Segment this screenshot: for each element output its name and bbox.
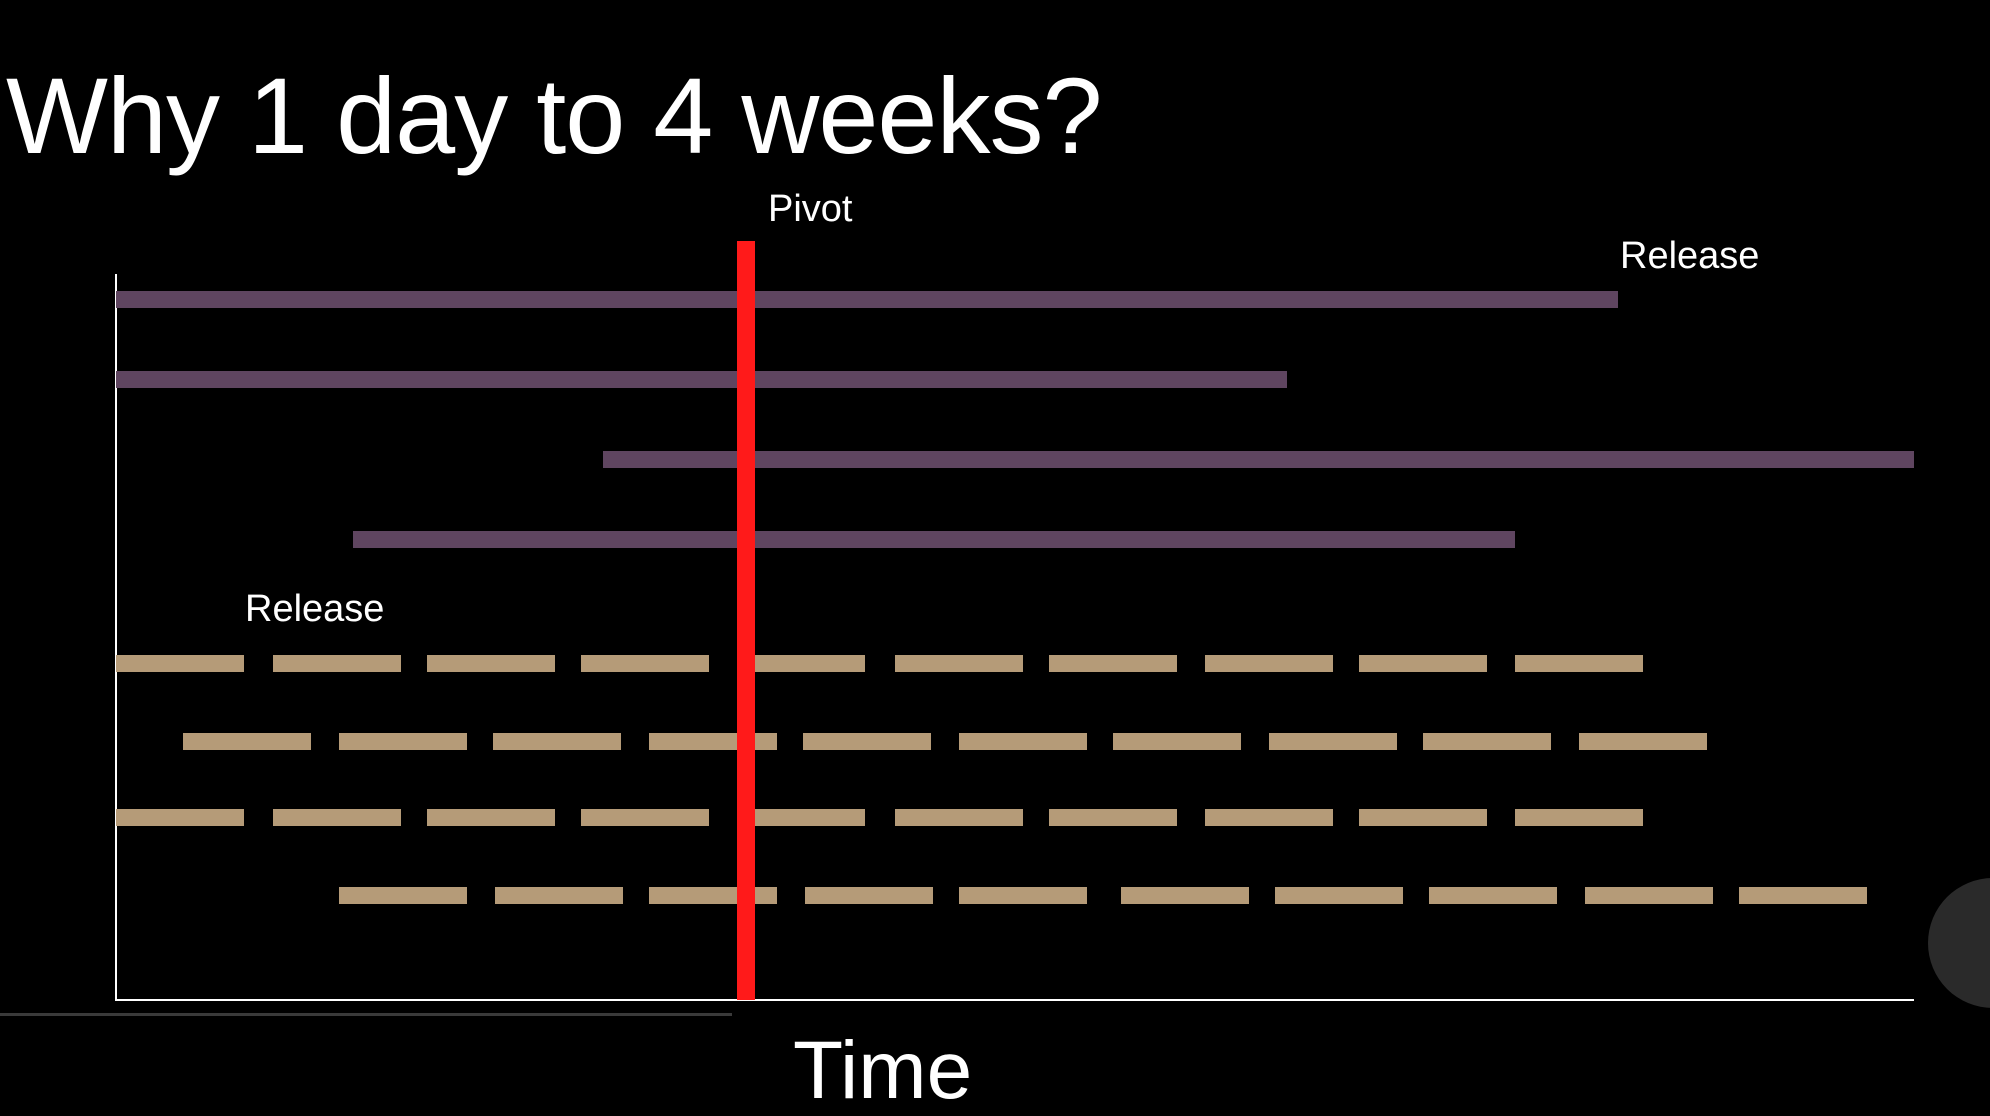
short-cycle-segment [427,655,555,672]
short-cycle-segment [805,887,933,904]
short-cycle-segment [581,809,709,826]
long-cycle-bar [603,451,1914,468]
short-cycle-row [116,655,1643,672]
short-cycle-segment [273,809,401,826]
release-label-short-cycle: Release [245,588,385,630]
short-cycle-segment [1739,887,1867,904]
short-cycle-segment [339,887,467,904]
short-cycle-segment [895,655,1023,672]
short-cycle-segment [1585,887,1713,904]
short-cycle-segment [1121,887,1249,904]
short-cycle-segment [895,809,1023,826]
x-axis-label: Time [793,1025,973,1116]
short-cycle-segment [1205,809,1333,826]
short-cycle-row [116,809,1643,826]
short-cycle-segment [427,809,555,826]
short-cycle-segment [116,809,244,826]
short-cycle-segment [1359,809,1487,826]
release-label-long-cycle: Release [1620,235,1760,277]
short-cycle-segment [1515,655,1643,672]
short-cycle-row [339,887,1867,904]
short-cycle-segment [581,655,709,672]
short-cycle-segment [1269,733,1397,750]
short-cycle-segment [1515,809,1643,826]
slide-progress-line [0,1013,732,1016]
slide-title: Why 1 day to 4 weeks? [6,55,1103,176]
short-cycle-segment [273,655,401,672]
pivot-line [737,241,755,1000]
short-cycle-segment [649,733,777,750]
short-cycle-segment [1429,887,1557,904]
short-cycle-segment [1113,733,1241,750]
short-cycle-segment [1049,655,1177,672]
long-cycle-bar [116,371,1287,388]
short-cycle-segment [649,887,777,904]
pivot-label: Pivot [768,188,853,230]
short-cycle-segment [1275,887,1403,904]
short-cycle-segment [1049,809,1177,826]
short-cycle-segment [339,733,467,750]
short-cycle-segment [183,733,311,750]
short-cycle-segment [959,733,1087,750]
short-cycle-segment [116,655,244,672]
short-cycle-segment [1579,733,1707,750]
long-cycle-bar [353,531,1515,548]
short-cycle-segment [1205,655,1333,672]
short-cycle-segment [495,887,623,904]
short-cycle-segment [1359,655,1487,672]
short-cycle-segment [803,733,931,750]
short-cycle-row [183,733,1707,750]
short-cycle-segment [493,733,621,750]
short-cycle-segment [737,655,865,672]
short-cycle-segment [737,809,865,826]
short-cycle-segment [959,887,1087,904]
long-cycle-bar [116,291,1618,308]
long-cycle-bars [116,291,1914,548]
short-cycle-segment [1423,733,1551,750]
